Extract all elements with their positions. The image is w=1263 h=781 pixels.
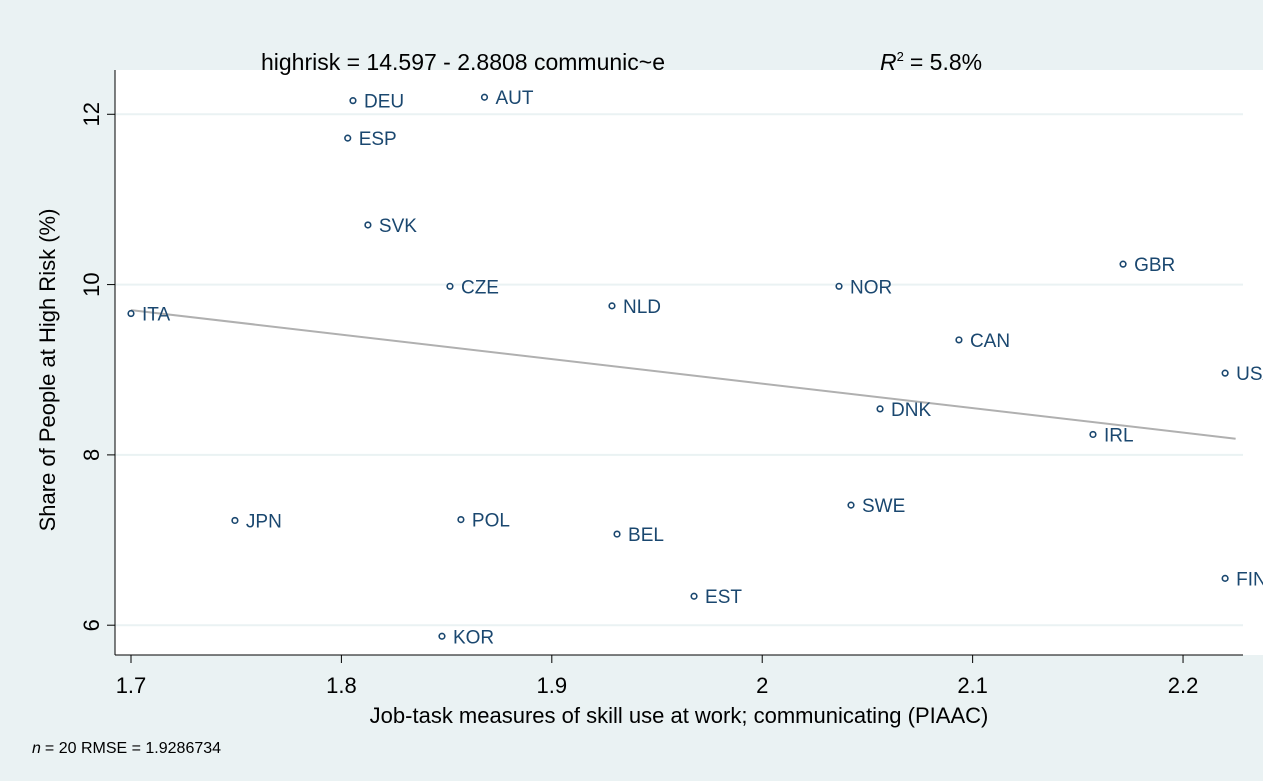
- y-tick-label: 8: [79, 449, 104, 461]
- r2-sup: 2: [897, 49, 904, 64]
- point-label: DEU: [364, 92, 404, 113]
- point: [955, 336, 963, 344]
- x-axis-label: Job-task measures of skill use at work; …: [370, 703, 989, 728]
- point-label: BEL: [628, 525, 664, 546]
- point-label: ITA: [142, 305, 170, 326]
- y-tick-label: 6: [79, 619, 104, 631]
- r2-label: R2 = 5.8%: [880, 49, 982, 75]
- point-label: POL: [472, 511, 510, 532]
- fit-line: [130, 309, 1236, 440]
- point-label: KOR: [453, 627, 494, 648]
- point-label: GBR: [1134, 255, 1175, 276]
- note-n: n: [32, 740, 41, 757]
- point-label: USA: [1236, 364, 1263, 385]
- y-axis-label: Share of People at High Risk (%): [35, 209, 60, 532]
- point-label: SWE: [862, 496, 905, 517]
- point-label: ESP: [359, 129, 397, 150]
- x-tick-label: 2.1: [957, 673, 988, 698]
- point: [480, 93, 489, 101]
- point: [231, 516, 239, 525]
- point-label: NLD: [623, 297, 661, 318]
- point-label: CZE: [461, 277, 499, 298]
- point-label: CAN: [970, 331, 1010, 352]
- point: [349, 97, 357, 105]
- r2-text: = 5.8%: [910, 49, 982, 75]
- point: [613, 530, 621, 538]
- note: n = 20 RMSE = 1.9286734: [32, 740, 221, 757]
- x-tick-label: 1.8: [326, 673, 357, 698]
- point-label: DNK: [891, 400, 931, 421]
- chart-title: highrisk = 14.597 - 2.8808 communic~e: [261, 49, 665, 75]
- plot-area: [115, 70, 1263, 655]
- point-label: JPN: [246, 511, 282, 532]
- y-tick-label: 10: [79, 272, 104, 296]
- point: [446, 282, 454, 290]
- point: [847, 501, 855, 509]
- point: [1119, 260, 1127, 268]
- point: [364, 221, 372, 229]
- point: [457, 516, 465, 524]
- point: [1221, 574, 1229, 582]
- point: [690, 592, 698, 600]
- point: [1089, 430, 1097, 439]
- point-label: AUT: [495, 88, 533, 109]
- point-label: IRL: [1104, 425, 1134, 446]
- point-label: NOR: [850, 277, 892, 298]
- point: [876, 405, 884, 413]
- r2-symbol: R: [880, 49, 897, 75]
- point: [438, 632, 446, 640]
- point: [1221, 369, 1229, 377]
- point-label: EST: [705, 587, 742, 608]
- point-label: FIN: [1236, 569, 1263, 590]
- x-tick-label: 1.9: [537, 673, 568, 698]
- point-label: SVK: [379, 216, 417, 237]
- x-tick-label: 2: [756, 673, 768, 698]
- x-tick-label: 1.7: [116, 673, 147, 698]
- point: [835, 282, 843, 290]
- y-tick-label: 12: [79, 102, 104, 126]
- note-text: = 20 RMSE = 1.9286734: [45, 740, 221, 757]
- point: [344, 134, 352, 142]
- point: [608, 302, 616, 310]
- point: [127, 309, 135, 318]
- x-tick-label: 2.2: [1168, 673, 1199, 698]
